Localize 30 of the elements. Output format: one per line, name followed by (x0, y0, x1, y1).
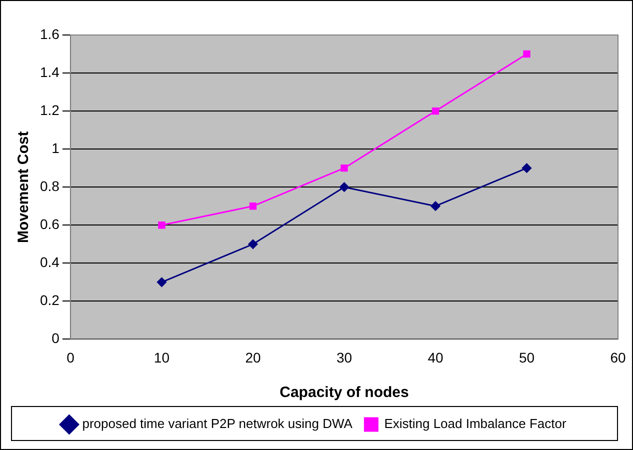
legend-label: proposed time variant P2P netwrok using DWA (82, 416, 353, 432)
x-tick-label: 0 (66, 349, 75, 366)
y-tick-label: 0.8 (40, 178, 60, 194)
y-tick-label: 1.4 (40, 64, 60, 80)
x-axis-title: Capacity of nodes (280, 384, 409, 402)
x-tick-label: 20 (245, 349, 261, 366)
x-tick-label: 10 (154, 349, 170, 366)
y-axis-title: Movement Cost (15, 131, 32, 243)
point (340, 164, 348, 172)
y-tick-label: 0.4 (40, 254, 60, 270)
x-tick-label: 30 (336, 349, 352, 366)
y-tick-label: 0 (52, 330, 60, 346)
legend-label: Existing Load Imbalance Factor (384, 416, 567, 432)
point (430, 201, 440, 211)
point (523, 50, 530, 58)
point (339, 182, 349, 192)
point (248, 239, 258, 249)
y-tick-label: 1 (52, 140, 60, 156)
point (158, 222, 166, 229)
point (156, 277, 166, 287)
point (432, 107, 440, 115)
y-tick-label: 1.6 (40, 26, 60, 42)
y-tick-label: 0.2 (40, 292, 60, 308)
y-tick-label: 0.6 (40, 216, 60, 232)
y-tick-label: 1.2 (40, 102, 60, 118)
x-tick-label: 40 (428, 349, 444, 366)
x-tick-label: 50 (518, 349, 535, 366)
point (522, 163, 532, 173)
point (249, 202, 257, 210)
x-tick-label: 60 (610, 349, 626, 366)
